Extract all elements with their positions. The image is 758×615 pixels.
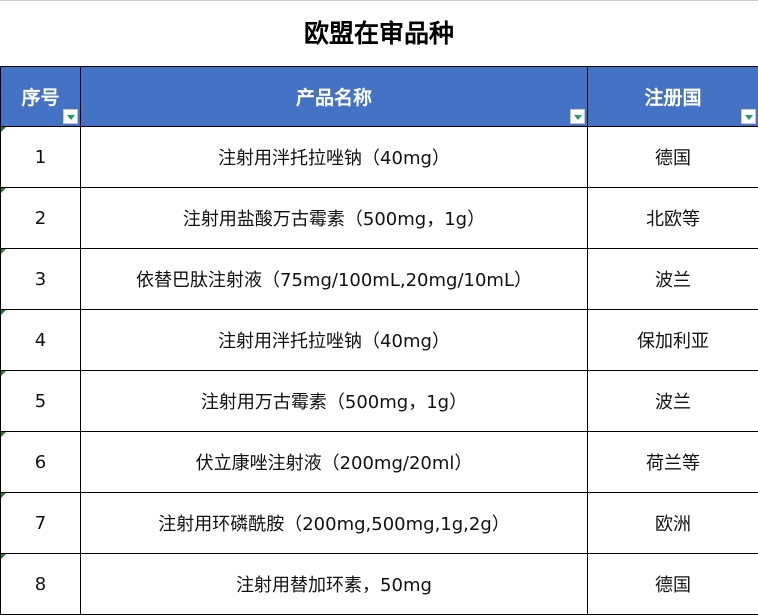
number-stored-as-text-indicator [1,127,6,132]
header-label: 序号 [21,87,60,109]
number-stored-as-text-indicator [1,249,6,254]
cell-product-name[interactable]: 注射用盐酸万古霉素（500mg，1g） [80,187,588,249]
drug-table: 序号 产品名称 注册国 1 注射用泮托拉唑钠（40mg） 德国 2 注射用盐酸万古霉素（… [0,66,758,615]
cell-country[interactable]: 北欧等 [587,187,758,249]
header-no: 序号 [0,66,81,127]
table-row: 8 注射用替加环素，50mg 德国 [0,553,758,615]
cell-number[interactable]: 4 [0,309,81,371]
cell-number[interactable]: 3 [0,248,81,310]
cell-product-name[interactable]: 注射用泮托拉唑钠（40mg） [80,126,588,188]
table-row: 5 注射用万古霉素（500mg，1g） 波兰 [0,370,758,432]
number-stored-as-text-indicator [1,554,6,559]
table-row: 6 伏立康唑注射液（200mg/20ml） 荷兰等 [0,431,758,493]
header-label: 注册国 [644,87,702,109]
header-country: 注册国 [587,66,758,127]
table-row: 1 注射用泮托拉唑钠（40mg） 德国 [0,126,758,188]
number-stored-as-text-indicator [1,432,6,437]
cell-number[interactable]: 8 [0,553,81,615]
number-stored-as-text-indicator [1,188,6,193]
cell-country[interactable]: 德国 [587,126,758,188]
cell-product-name[interactable]: 注射用万古霉素（500mg，1g） [80,370,588,432]
table-row: 4 注射用泮托拉唑钠（40mg） 保加利亚 [0,309,758,371]
header-label: 产品名称 [295,87,372,109]
cell-country[interactable]: 保加利亚 [587,309,758,371]
cell-number[interactable]: 2 [0,187,81,249]
cell-product-name[interactable]: 注射用泮托拉唑钠（40mg） [80,309,588,371]
table-row: 7 注射用环磷酰胺（200mg,500mg,1g,2g） 欧洲 [0,492,758,554]
number-stored-as-text-indicator [1,310,6,315]
table-title: 欧盟在审品种 [0,0,758,66]
filter-dropdown-icon[interactable] [741,109,756,124]
cell-country[interactable]: 荷兰等 [587,431,758,493]
cell-country[interactable]: 波兰 [587,248,758,310]
cell-country[interactable]: 欧洲 [587,492,758,554]
cell-number[interactable]: 6 [0,431,81,493]
cell-number[interactable]: 5 [0,370,81,432]
table-row: 2 注射用盐酸万古霉素（500mg，1g） 北欧等 [0,187,758,249]
filter-dropdown-icon[interactable] [63,109,78,124]
number-stored-as-text-indicator [1,493,6,498]
cell-product-name[interactable]: 依替巴肽注射液（75mg/100mL,20mg/10mL） [80,248,588,310]
cell-product-name[interactable]: 注射用环磷酰胺（200mg,500mg,1g,2g） [80,492,588,554]
cell-number[interactable]: 7 [0,492,81,554]
table-row: 3 依替巴肽注射液（75mg/100mL,20mg/10mL） 波兰 [0,248,758,310]
cell-product-name[interactable]: 注射用替加环素，50mg [80,553,588,615]
cell-country[interactable]: 德国 [587,553,758,615]
cell-product-name[interactable]: 伏立康唑注射液（200mg/20ml） [80,431,588,493]
cell-country[interactable]: 波兰 [587,370,758,432]
filter-dropdown-icon[interactable] [570,109,585,124]
header-name: 产品名称 [80,66,588,127]
header-row: 序号 产品名称 注册国 [0,66,758,127]
number-stored-as-text-indicator [1,371,6,376]
cell-number[interactable]: 1 [0,126,81,188]
